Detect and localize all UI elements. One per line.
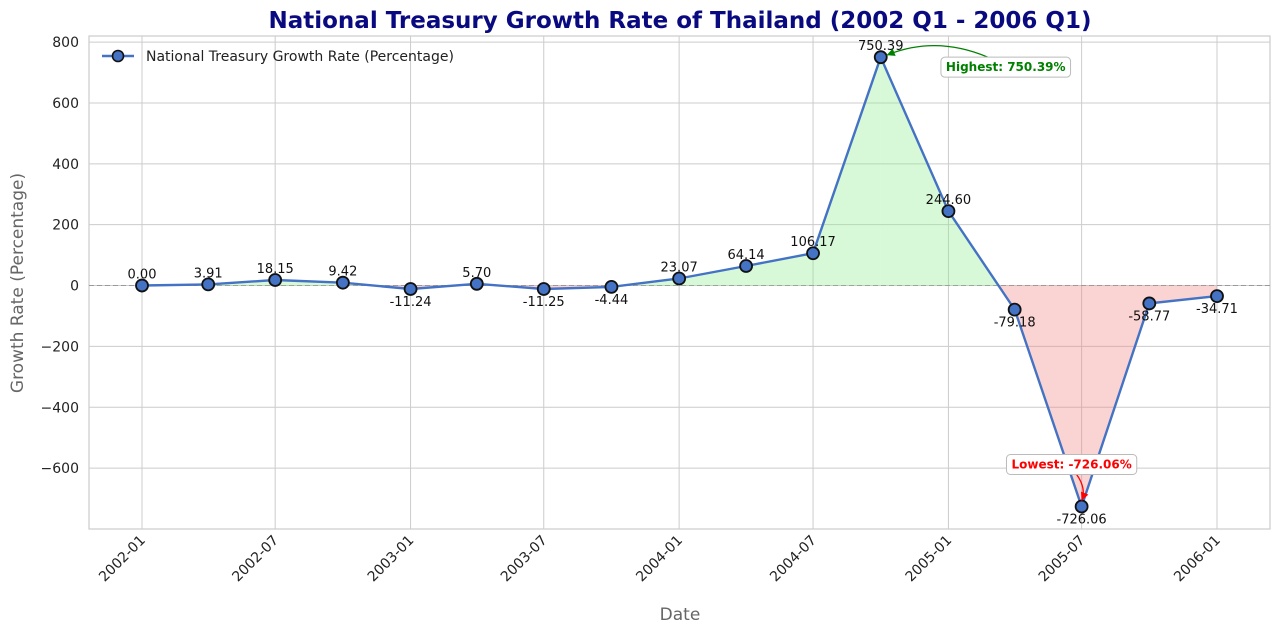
y-tick-label: 0 — [70, 279, 79, 295]
annotation-highest: Highest: 750.39% — [886, 45, 1072, 78]
x-tick-label: 2003-01 — [365, 533, 418, 586]
x-tick-label: 2004-07 — [767, 533, 820, 586]
data-point — [403, 282, 418, 296]
annotation-highest-box — [940, 56, 1072, 78]
data-label: -11.25 — [523, 295, 565, 310]
data-point — [806, 246, 820, 261]
negative-area — [1081, 285, 1150, 507]
annotation-lowest-text: Lowest: -726.06% — [1011, 457, 1131, 471]
y-tick-labels: −600 −400 −200 0 200 400 600 800 — [41, 35, 79, 477]
positive-area — [679, 266, 747, 286]
data-label: 5.70 — [462, 266, 491, 281]
data-point — [739, 259, 753, 273]
x-tick-label: 2002-01 — [96, 533, 149, 586]
data-point — [335, 275, 350, 290]
positive-area — [746, 253, 814, 286]
annotation-lowest-box — [1005, 453, 1138, 475]
data-label: 23.07 — [661, 261, 698, 276]
x-tick-label: 2004-01 — [633, 533, 686, 586]
x-axis-label: Date — [660, 605, 701, 625]
data-label: 3.91 — [194, 266, 223, 281]
data-point — [1007, 302, 1022, 317]
y-tick-label: −200 — [41, 339, 79, 355]
data-label: 244.60 — [926, 193, 972, 208]
x-tick-label: 2005-01 — [903, 533, 956, 586]
data-label: 106.17 — [790, 235, 836, 250]
data-label: -726.06 — [1057, 512, 1107, 527]
y-tick-label: 200 — [52, 218, 79, 234]
data-point — [201, 277, 216, 292]
data-label: 18.15 — [257, 262, 294, 277]
data-markers — [135, 50, 1224, 514]
negative-area — [1149, 285, 1217, 304]
x-tick-label: 2003-07 — [498, 533, 551, 586]
data-point — [536, 282, 551, 296]
data-point — [604, 279, 619, 294]
y-tick-label: −600 — [41, 461, 79, 477]
data-point — [672, 271, 687, 286]
y-tick-label: 600 — [52, 96, 79, 112]
annotation-lowest: Lowest: -726.06% — [1005, 453, 1138, 501]
data-point — [1142, 296, 1157, 311]
y-axis-label: Growth Rate (Percentage) — [8, 173, 28, 393]
data-point — [268, 273, 283, 287]
data-labels: 0.00 3.91 18.15 9.42 -11.24 5.70 -11.25 -4.44 23… — [128, 39, 1238, 527]
annotation-highest-arrowhead — [886, 48, 896, 56]
annotation-highest-text: Highest: 750.39% — [946, 60, 1066, 74]
data-label: 9.42 — [328, 265, 357, 280]
legend: National Treasury Growth Rate (Percentag… — [102, 49, 454, 65]
data-point — [941, 204, 956, 219]
x-tick-label: 2006-01 — [1171, 533, 1224, 586]
data-point — [873, 50, 888, 65]
negative-area — [1014, 285, 1082, 507]
data-label: -34.71 — [1196, 302, 1238, 317]
legend-marker-icon — [111, 49, 125, 63]
y-tick-label: −400 — [41, 400, 79, 416]
positive-area — [813, 57, 881, 286]
x-tick-label: 2002-07 — [229, 533, 282, 586]
annotation-lowest-arrowhead — [1080, 491, 1089, 501]
data-label: -79.18 — [994, 316, 1036, 331]
legend-label: National Treasury Growth Rate (Percentag… — [146, 49, 454, 65]
data-label: 64.14 — [727, 248, 764, 263]
data-label: -4.44 — [595, 293, 629, 308]
y-tick-label: 400 — [52, 157, 79, 173]
x-tick-labels: 2002-01 2002-07 2003-01 2003-07 2004-01 2004-… — [96, 533, 1224, 586]
chart-title: National Treasury Growth Rate of Thailan… — [268, 8, 1091, 34]
data-point — [1210, 289, 1224, 304]
annotation-highest-arrow — [886, 45, 989, 58]
data-label: 0.00 — [128, 268, 157, 283]
data-label: -58.77 — [1128, 309, 1170, 324]
data-point — [1074, 499, 1089, 514]
data-point — [469, 276, 484, 291]
data-point — [135, 278, 149, 293]
positive-area — [880, 57, 949, 286]
x-tick-label: 2005-07 — [1036, 533, 1089, 586]
y-tick-label: 800 — [52, 35, 79, 51]
data-label: -11.24 — [390, 295, 432, 310]
